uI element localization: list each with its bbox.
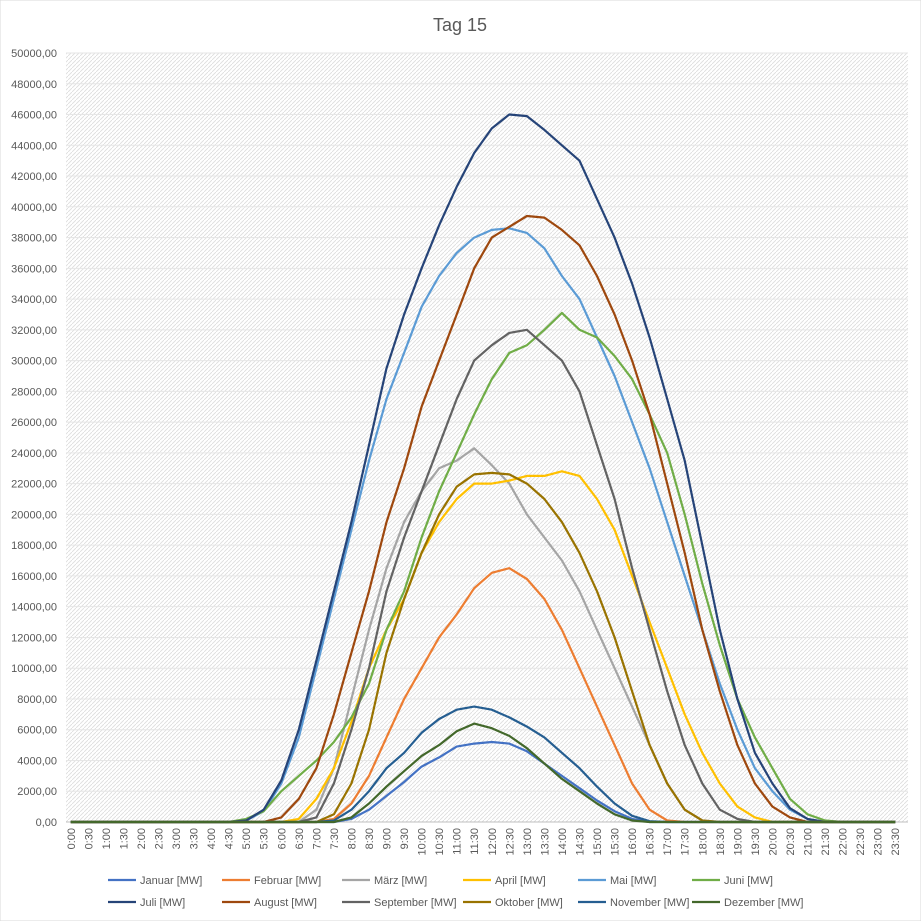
y-tick-label: 36000,00 — [11, 263, 57, 275]
x-tick-label: 14:00 — [557, 828, 569, 856]
x-tick-label: 22:30 — [855, 828, 867, 856]
x-tick-label: 16:00 — [627, 828, 639, 856]
x-tick-label: 4:30 — [224, 828, 236, 849]
x-tick-label: 4:00 — [206, 828, 218, 849]
x-tick-label: 13:30 — [539, 828, 551, 856]
y-tick-label: 10000,00 — [11, 663, 57, 675]
x-tick-label: 18:30 — [715, 828, 727, 856]
y-tick-label: 4000,00 — [17, 755, 57, 767]
x-tick-label: 21:30 — [820, 828, 832, 856]
y-tick-label: 38000,00 — [11, 233, 57, 245]
x-tick-label: 1:30 — [118, 828, 130, 849]
x-tick-label: 14:30 — [574, 828, 586, 856]
legend-label: November [MW] — [610, 897, 689, 909]
x-tick-label: 19:00 — [732, 828, 744, 856]
x-tick-label: 2:30 — [153, 828, 165, 849]
x-tick-label: 8:00 — [346, 828, 358, 849]
y-tick-label: 22000,00 — [11, 479, 57, 491]
legend-label: September [MW] — [374, 897, 457, 909]
y-tick-label: 12000,00 — [11, 632, 57, 644]
y-tick-label: 44000,00 — [11, 140, 57, 152]
y-tick-label: 14000,00 — [11, 602, 57, 614]
legend-label: Juni [MW] — [724, 875, 773, 887]
plot-area — [66, 53, 908, 822]
x-tick-label: 6:30 — [294, 828, 306, 849]
y-tick-label: 26000,00 — [11, 417, 57, 429]
x-tick-label: 22:00 — [838, 828, 850, 856]
y-tick-label: 20000,00 — [11, 509, 57, 521]
y-tick-label: 16000,00 — [11, 571, 57, 583]
grid — [66, 52, 908, 823]
x-tick-label: 6:00 — [276, 828, 288, 849]
x-tick-label: 2:00 — [136, 828, 148, 849]
x-tick-label: 9:30 — [399, 828, 411, 849]
x-tick-label: 19:30 — [750, 828, 762, 856]
legend-label: Oktober [MW] — [495, 897, 563, 909]
x-tick-label: 15:30 — [610, 828, 622, 856]
x-tick-label: 20:30 — [785, 828, 797, 856]
x-tick-label: 11:00 — [452, 828, 464, 855]
x-tick-label: 8:30 — [364, 828, 376, 849]
y-tick-label: 30000,00 — [11, 356, 57, 368]
x-tick-label: 13:00 — [522, 828, 534, 856]
legend-label: Januar [MW] — [140, 875, 202, 887]
y-tick-label: 8000,00 — [17, 694, 57, 706]
legend-label: Februar [MW] — [254, 875, 321, 887]
y-tick-label: 50000,00 — [11, 48, 57, 60]
x-tick-label: 3:00 — [171, 828, 183, 849]
y-tick-label: 32000,00 — [11, 325, 57, 337]
legend-label: Juli [MW] — [140, 897, 185, 909]
legend-label: April [MW] — [495, 875, 546, 887]
x-tick-label: 16:30 — [645, 828, 657, 856]
labels: 0,00 2000,00 4000,00 6000,00 8000,00 10000,00… — [11, 48, 902, 856]
x-tick-label: 7:00 — [311, 828, 323, 849]
y-tick-label: 2000,00 — [17, 786, 57, 798]
x-tick-label: 15:00 — [592, 828, 604, 856]
chart-title: Tag 15 — [433, 15, 487, 35]
x-tick-label: 12:30 — [504, 828, 516, 856]
x-tick-label: 5:00 — [241, 828, 253, 849]
y-tick-label: 40000,00 — [11, 202, 57, 214]
y-tick-label: 46000,00 — [11, 110, 57, 122]
x-tick-label: 7:30 — [329, 828, 341, 849]
x-tick-label: 10:00 — [417, 828, 429, 856]
y-tick-label: 42000,00 — [11, 171, 57, 183]
x-tick-label: 23:30 — [890, 828, 902, 856]
y-tick-label: 24000,00 — [11, 448, 57, 460]
x-tick-label: 3:30 — [189, 828, 201, 849]
y-tick-label: 48000,00 — [11, 79, 57, 91]
y-tick-label: 0,00 — [36, 817, 57, 829]
y-tick-label: 34000,00 — [11, 294, 57, 306]
legend-label: Dezember [MW] — [724, 897, 803, 909]
legend-label: März [MW] — [374, 875, 427, 887]
x-tick-label: 5:30 — [259, 828, 271, 849]
x-tick-label: 9:00 — [382, 828, 394, 849]
x-tick-label: 18:00 — [697, 828, 709, 856]
x-tick-label: 11:30 — [469, 828, 481, 855]
x-tick-label: 23:00 — [873, 828, 885, 856]
x-tick-label: 17:00 — [662, 828, 674, 856]
x-tick-label: 17:30 — [680, 828, 692, 856]
lines — [70, 113, 896, 824]
legend: Januar [MW] Februar [MW] März [MW] April [M… — [108, 875, 803, 909]
y-tick-label: 18000,00 — [11, 540, 57, 552]
x-tick-label: 0:00 — [66, 828, 78, 849]
legend-label: August [MW] — [254, 897, 317, 909]
y-tick-label: 6000,00 — [17, 725, 57, 737]
x-tick-label: 21:00 — [803, 828, 815, 856]
x-tick-label: 1:00 — [101, 828, 113, 849]
series-line — [70, 722, 896, 824]
x-tick-label: 10:30 — [434, 828, 446, 856]
y-tick-label: 28000,00 — [11, 386, 57, 398]
legend-label: Mai [MW] — [610, 875, 656, 887]
x-tick-label: 12:00 — [487, 828, 499, 856]
x-tick-label: 0:30 — [83, 828, 95, 849]
x-tick-label: 20:00 — [767, 828, 779, 856]
